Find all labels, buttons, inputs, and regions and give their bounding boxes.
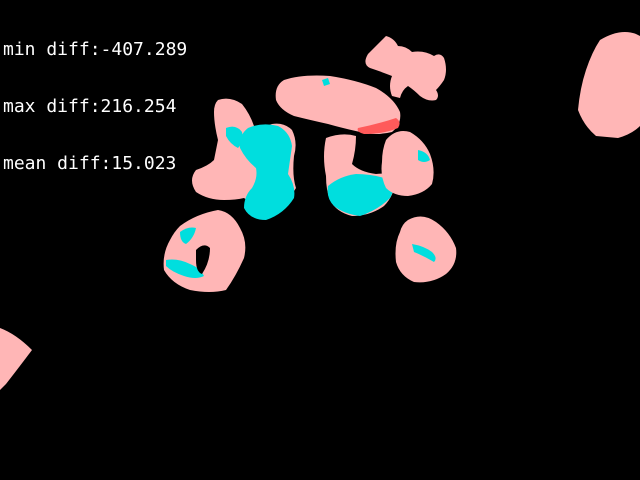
diff-region-center-cyan [327, 174, 393, 216]
diff-region-top-right [578, 32, 640, 138]
diff-region-cat [365, 36, 446, 101]
min-diff-line: min diff:-407.289 [3, 40, 187, 59]
diff-region-cyan-tick [322, 78, 330, 86]
stats-overlay: min diff:-407.289 max diff:216.254 mean … [3, 2, 187, 211]
min-diff-label: min diff: [3, 39, 101, 60]
diff-region-left-figure-cyan [239, 124, 295, 220]
max-diff-value: 216.254 [100, 96, 177, 117]
diff-region-center-long [275, 75, 401, 134]
diff-region-lower-right-cyan [412, 244, 436, 262]
diff-region-red-stripe [357, 118, 400, 134]
diff-region-left-edge [0, 328, 32, 390]
max-diff-line: max diff:216.254 [3, 97, 187, 116]
max-diff-label: max diff: [3, 96, 101, 117]
mean-diff-label: mean diff: [3, 153, 112, 174]
diff-region-lower-left-dark [196, 245, 210, 274]
min-diff-value: -407.289 [100, 39, 188, 60]
diff-region-left-figure-cyan-arm [226, 126, 243, 148]
mean-diff-value: 15.023 [111, 153, 177, 174]
diff-region-right-small-cyan [418, 150, 430, 162]
diff-region-lower-left-cyan-top [180, 227, 196, 244]
mean-diff-line: mean diff:15.023 [3, 154, 187, 173]
diff-region-lower-left-cyan-bottom [166, 259, 204, 278]
diff-region-right-small [381, 131, 434, 196]
